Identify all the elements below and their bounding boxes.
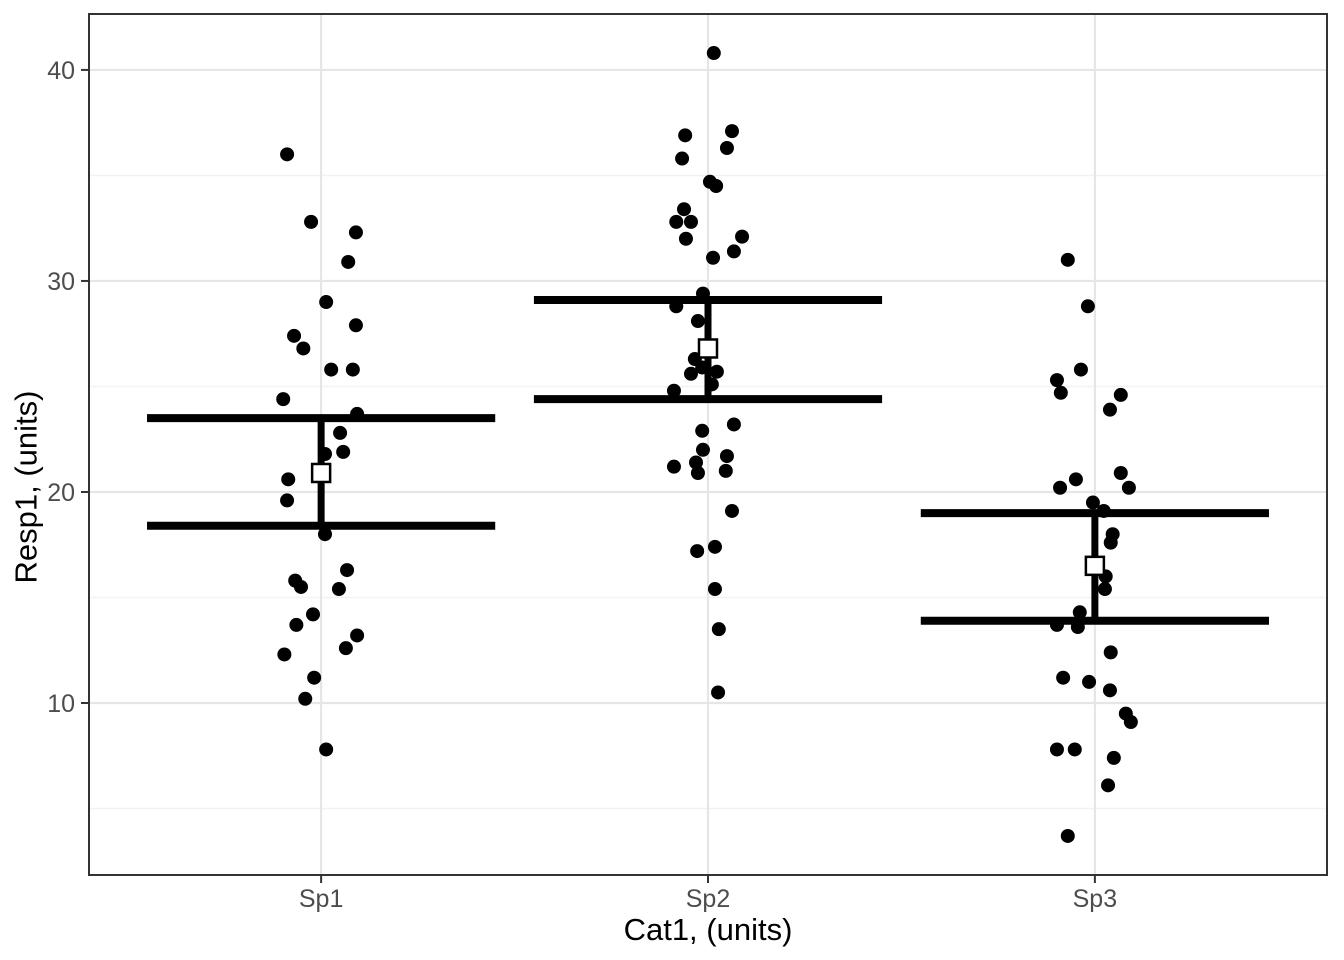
- data-point: [281, 472, 296, 487]
- data-point: [306, 607, 321, 622]
- data-point: [1103, 645, 1118, 660]
- data-point: [280, 147, 295, 162]
- data-point: [726, 244, 741, 259]
- data-point: [735, 229, 750, 244]
- data-point: [341, 254, 356, 269]
- data-point: [719, 449, 734, 464]
- data-point: [280, 493, 295, 508]
- data-point: [1082, 674, 1097, 689]
- data-point: [1103, 535, 1118, 550]
- data-point: [331, 582, 346, 597]
- data-point: [1049, 373, 1064, 388]
- data-point: [1049, 742, 1064, 757]
- data-point: [1067, 742, 1082, 757]
- data-point: [719, 141, 734, 156]
- data-point: [1056, 670, 1071, 685]
- data-point: [706, 250, 721, 265]
- data-point: [683, 214, 698, 229]
- data-point: [298, 691, 313, 706]
- data-point: [707, 539, 722, 554]
- data-point: [1060, 828, 1075, 843]
- data-point: [348, 225, 363, 240]
- x-tick-label: Sp1: [299, 885, 343, 913]
- data-point: [345, 362, 360, 377]
- data-point: [690, 544, 705, 559]
- data-point: [338, 641, 353, 656]
- data-point: [289, 617, 304, 632]
- y-tick-label: 40: [47, 57, 75, 85]
- data-point: [1072, 605, 1087, 620]
- data-point: [726, 417, 741, 432]
- data-point: [690, 314, 705, 329]
- data-point: [706, 46, 721, 61]
- data-point: [336, 444, 351, 459]
- data-point: [1097, 582, 1112, 597]
- data-point: [1113, 465, 1128, 480]
- data-point: [711, 685, 726, 700]
- data-point: [689, 455, 704, 470]
- data-point: [707, 582, 722, 597]
- data-point: [683, 366, 698, 381]
- data-point: [319, 742, 334, 757]
- x-tick-label: Sp2: [686, 885, 730, 913]
- data-point: [690, 465, 705, 480]
- data-point: [724, 124, 739, 139]
- series-sp3: [920, 252, 1269, 843]
- data-point: [695, 423, 710, 438]
- data-point: [348, 318, 363, 333]
- data-point: [1102, 683, 1117, 698]
- data-point: [340, 563, 355, 578]
- data-point: [1053, 385, 1068, 400]
- data-point: [1068, 472, 1083, 487]
- data-point: [709, 364, 724, 379]
- data-point: [1121, 480, 1136, 495]
- data-point: [1080, 299, 1095, 314]
- data-point: [350, 628, 365, 643]
- data-point: [277, 647, 292, 662]
- data-point: [669, 214, 684, 229]
- data-point: [1102, 402, 1117, 417]
- data-point: [1073, 362, 1088, 377]
- data-point: [1123, 715, 1138, 730]
- data-point: [296, 341, 311, 356]
- data-point: [1085, 495, 1100, 510]
- data-point: [1053, 480, 1068, 495]
- data-point: [678, 231, 693, 246]
- data-point: [324, 362, 339, 377]
- data-point: [718, 463, 733, 478]
- data-point: [1060, 252, 1075, 267]
- series-sp1: [147, 147, 496, 757]
- data-point: [675, 151, 690, 166]
- mean-marker: [1084, 555, 1106, 577]
- series-sp2: [533, 46, 883, 700]
- data-point: [677, 202, 692, 217]
- mean-marker: [697, 338, 719, 359]
- data-point: [1101, 778, 1116, 793]
- mean-marker: [310, 462, 332, 484]
- x-tick-label: Sp3: [1073, 885, 1117, 913]
- data-point: [711, 622, 726, 637]
- data-point: [1113, 387, 1128, 402]
- y-tick-label: 20: [47, 479, 75, 507]
- data-point: [287, 328, 302, 343]
- y-tick-label: 10: [47, 690, 75, 718]
- data-point: [695, 442, 710, 457]
- data-point: [317, 527, 332, 542]
- data-point: [666, 383, 681, 398]
- data-point: [307, 670, 322, 685]
- y-tick-label: 30: [47, 268, 75, 296]
- data-point: [276, 392, 291, 407]
- data-point: [304, 214, 319, 229]
- data-point: [709, 178, 724, 193]
- data-point: [678, 128, 693, 143]
- data-point: [319, 295, 334, 310]
- data-point: [666, 459, 681, 474]
- data-point: [294, 579, 309, 594]
- data-point: [333, 425, 348, 440]
- data-point: [724, 503, 739, 518]
- data-point: [1106, 750, 1121, 765]
